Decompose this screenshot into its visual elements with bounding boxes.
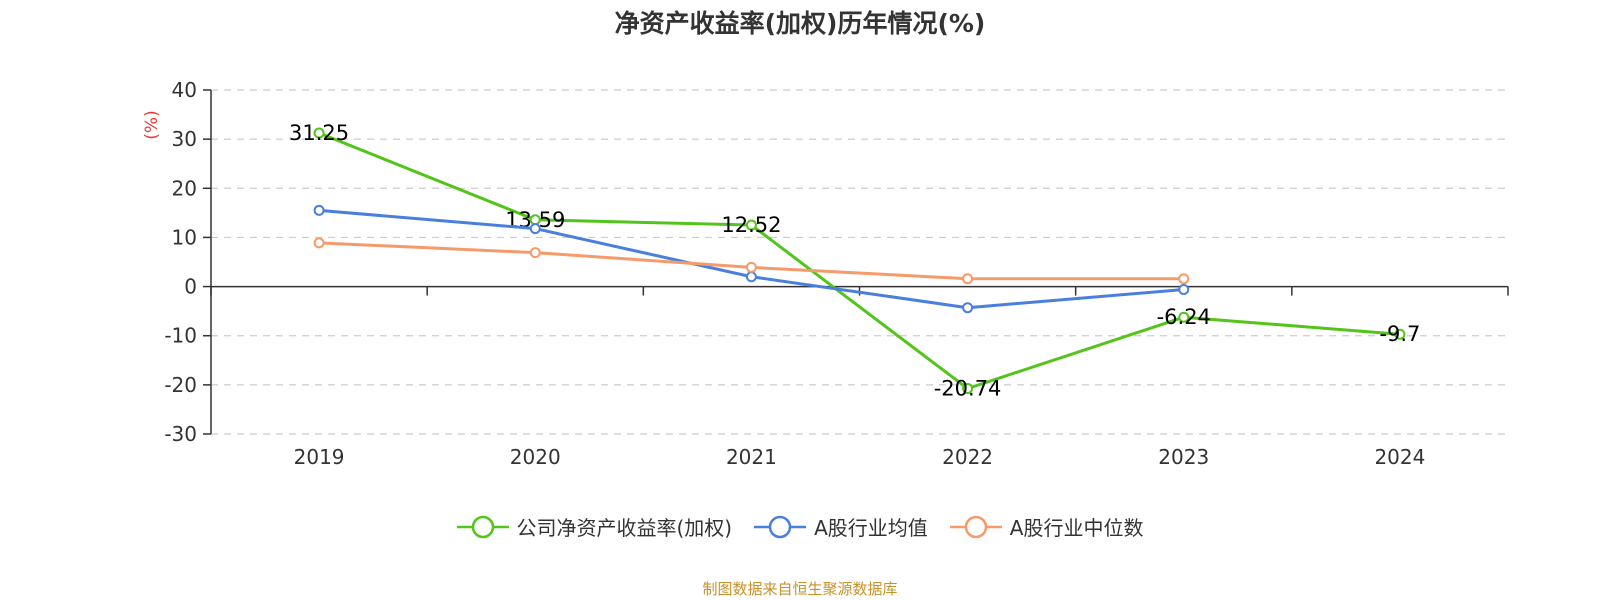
data-point <box>313 204 325 216</box>
data-point <box>1178 311 1190 323</box>
legend-label: A股行业均值 <box>814 516 928 540</box>
data-point <box>313 237 325 249</box>
data-source-footer: 制图数据来自恒生聚源数据库 <box>702 580 898 598</box>
x-tick-label: 2019 <box>294 445 345 469</box>
data-point <box>745 261 757 273</box>
x-tick-label: 2022 <box>942 445 993 469</box>
data-point <box>1394 328 1406 340</box>
y-tick-label: 30 <box>172 127 197 151</box>
y-tick-label: 10 <box>172 225 197 249</box>
data-point <box>962 273 974 285</box>
data-point <box>529 223 541 235</box>
legend-line-marker-icon <box>949 515 1002 538</box>
data-point <box>962 382 974 394</box>
data-label: 12.52 <box>721 213 781 237</box>
y-tick-label: -10 <box>164 324 197 348</box>
data-point <box>1178 273 1190 285</box>
y-tick-label: 40 <box>172 78 197 102</box>
legend-line-marker-icon <box>754 515 807 538</box>
y-tick-label: 20 <box>172 176 197 200</box>
y-tick-label: -20 <box>164 373 197 397</box>
data-point <box>745 219 757 231</box>
y-axis-label: (%) <box>142 110 162 139</box>
legend-item-industry-mean[interactable]: A股行业均值 <box>754 512 928 541</box>
data-point <box>313 127 325 139</box>
chart-legend: 公司净资产收益率(加权) A股行业均值 A股行业中位数 <box>0 512 1600 541</box>
y-tick-label: -30 <box>164 422 197 446</box>
data-point <box>1178 284 1190 296</box>
legend-item-company-roe[interactable]: 公司净资产收益率(加权) <box>456 512 733 541</box>
legend-item-industry-median[interactable]: A股行业中位数 <box>949 512 1144 541</box>
y-tick-label: 0 <box>184 275 197 299</box>
x-tick-label: 2023 <box>1158 445 1209 469</box>
data-point <box>529 247 541 259</box>
data-label: 31.25 <box>289 121 349 145</box>
data-point <box>962 302 974 314</box>
legend-label: A股行业中位数 <box>1009 516 1144 540</box>
legend-line-marker-icon <box>456 515 509 538</box>
chart-title: 净资产收益率(加权)历年情况(%) <box>614 9 986 38</box>
x-tick-label: 2021 <box>726 445 777 469</box>
x-tick-label: 2020 <box>510 445 561 469</box>
series-line <box>318 131 1401 390</box>
x-tick-label: 2024 <box>1374 445 1425 469</box>
legend-label: 公司净资产收益率(加权) <box>516 516 733 540</box>
data-label: -9.7 <box>1379 322 1420 346</box>
data-label: -20.74 <box>934 376 1002 400</box>
data-label: -6.24 <box>1157 305 1211 329</box>
data-point <box>745 271 757 283</box>
